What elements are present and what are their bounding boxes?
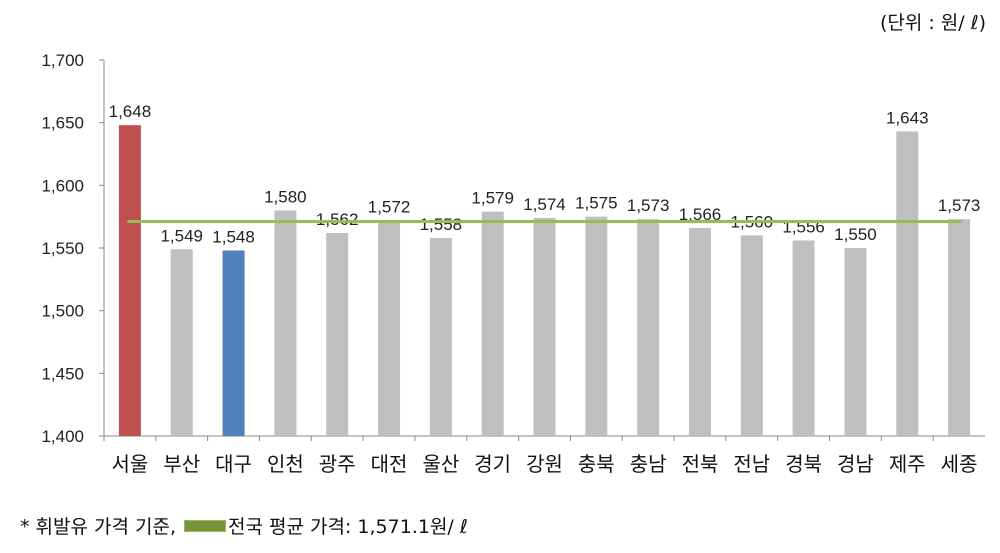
y-tick-label: 1,650 [41, 114, 84, 133]
bar-경기 [481, 211, 504, 436]
bar-강원 [533, 217, 556, 436]
data-label: 1,558 [420, 215, 463, 234]
y-tick-label: 1,700 [41, 51, 84, 70]
data-label: 1,573 [627, 196, 670, 215]
data-label: 1,643 [886, 108, 929, 127]
legend-label-average: 전국 평균 가격: 1,571.1원/ ℓ [228, 516, 468, 538]
x-tick-label: 전북 [682, 452, 719, 476]
bar-충북 [585, 216, 608, 436]
data-label: 1,579 [471, 189, 514, 208]
data-label: 1,562 [316, 210, 359, 229]
unit-label: (단위 : 원/ ℓ) [879, 12, 986, 34]
bar-전남 [740, 235, 763, 436]
data-label: 1,550 [834, 225, 877, 244]
x-tick-label: 세종 [941, 452, 978, 476]
bar-부산 [170, 249, 193, 436]
legend-swatch-average [184, 519, 227, 532]
data-label: 1,572 [368, 197, 411, 216]
data-label: 1,574 [523, 195, 566, 214]
x-tick-label: 경남 [837, 452, 874, 476]
x-tick-label: 인천 [267, 452, 304, 476]
x-tick-label: 대구 [215, 452, 252, 476]
x-tick-label: 울산 [422, 452, 459, 476]
y-tick-label: 1,550 [41, 239, 84, 258]
bar-대구 [222, 250, 245, 436]
bar-인천 [274, 210, 297, 436]
footnote-prefix: * 휘발유 가격 기준, [20, 516, 177, 538]
bar-서울 [118, 125, 141, 436]
x-tick-label: 강원 [526, 452, 563, 476]
x-tick-label: 광주 [319, 452, 356, 476]
data-label: 1,573 [938, 196, 981, 215]
x-tick-label: 경기 [474, 452, 511, 476]
x-tick-label: 전남 [733, 452, 770, 476]
data-label: 1,580 [264, 187, 307, 206]
x-tick-label: 서울 [112, 452, 149, 476]
data-label: 1,566 [679, 205, 722, 224]
bar-대전 [378, 220, 401, 436]
x-tick-label: 충북 [578, 452, 615, 476]
data-label: 1,548 [212, 228, 255, 247]
data-label: 1,575 [575, 194, 618, 213]
x-tick-label: 부산 [163, 452, 200, 476]
y-tick-label: 1,600 [41, 176, 84, 195]
x-tick-label: 충남 [630, 452, 667, 476]
bar-경북 [792, 240, 815, 436]
y-tick-label: 1,450 [41, 364, 84, 383]
x-tick-label: 제주 [889, 452, 926, 476]
x-tick-label: 대전 [371, 452, 408, 476]
y-tick-label: 1,400 [41, 427, 84, 446]
bar-전북 [688, 227, 711, 436]
bar-광주 [326, 232, 349, 436]
data-label: 1,648 [109, 102, 152, 121]
bar-울산 [429, 237, 452, 436]
x-tick-label: 경북 [785, 452, 822, 476]
bar-경남 [844, 248, 867, 436]
bar-제주 [896, 131, 919, 436]
bar-세종 [948, 219, 971, 436]
data-label: 1,549 [160, 226, 203, 245]
footnote: * 휘발유 가격 기준, 전국 평균 가격: 1,571.1원/ ℓ [20, 512, 468, 539]
bar-충남 [637, 219, 660, 436]
y-tick-label: 1,500 [41, 302, 84, 321]
